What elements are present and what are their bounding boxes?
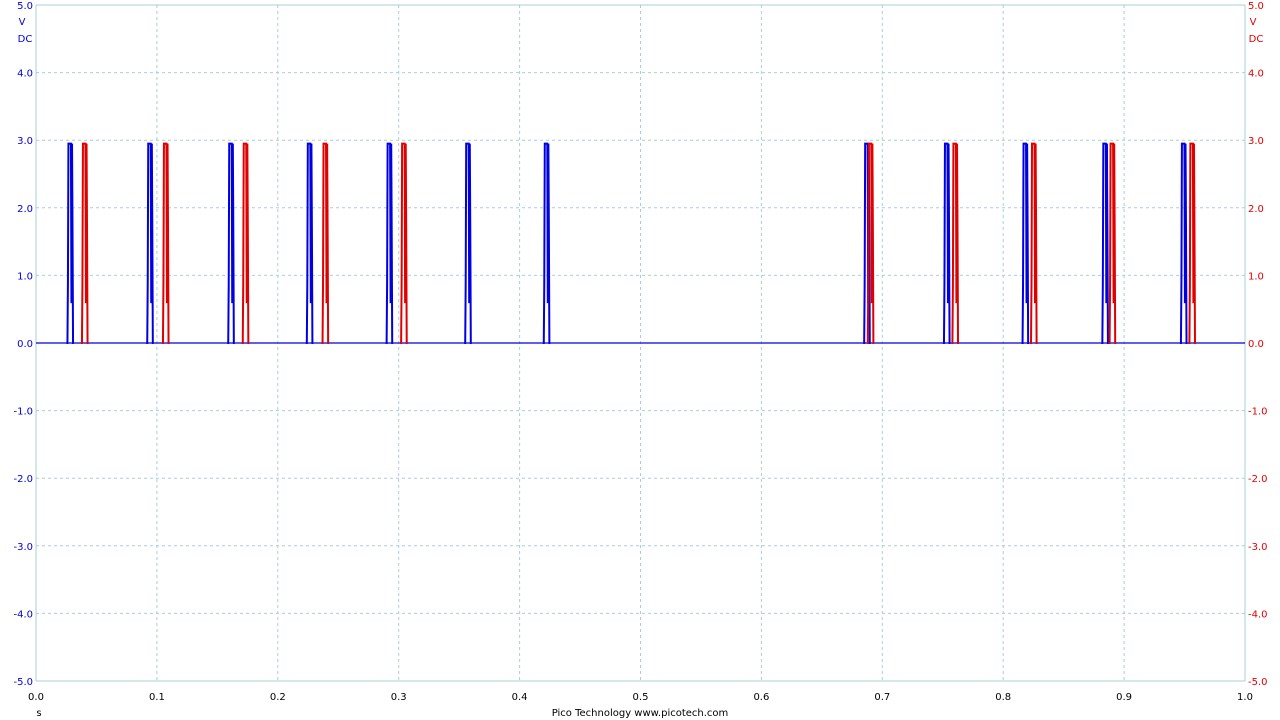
pulse-burst (66, 142, 75, 344)
pulse-burst (866, 142, 875, 344)
pulse-burst (227, 142, 235, 344)
right-y-tick-label: 1.0 (1248, 271, 1264, 282)
trace-left (36, 142, 1245, 344)
right-y-tick-label: 3.0 (1248, 136, 1264, 147)
x-tick-label: 0.9 (1116, 692, 1132, 703)
pulse-burst (1108, 142, 1117, 344)
x-tick-label: 0.5 (633, 692, 649, 703)
pulse-burst (1188, 142, 1196, 344)
left-y-tick-label: 4.0 (17, 69, 33, 80)
x-tick-label: 0.4 (512, 692, 528, 703)
pulse-burst (464, 142, 472, 344)
pulse-burst (1101, 142, 1109, 344)
pulse-burst (80, 142, 89, 344)
left-axis-coupling: DC (18, 34, 33, 45)
right-y-tick-label: -3.0 (1248, 542, 1268, 553)
right-y-tick-label: -4.0 (1248, 609, 1268, 620)
pulse-burst (1179, 142, 1188, 344)
x-tick-label: 0.7 (874, 692, 890, 703)
right-y-tick-label: 5.0 (1248, 1, 1264, 12)
pulse-burst (400, 142, 408, 344)
right-axis-unit: V (1250, 17, 1257, 28)
pulse-burst (146, 142, 154, 344)
right-axis-coupling: DC (1249, 34, 1264, 45)
left-y-tick-label: -3.0 (13, 542, 33, 553)
pulse-burst (1030, 142, 1038, 344)
right-y-tick-label: -5.0 (1248, 677, 1268, 688)
left-y-tick-label: 1.0 (17, 271, 33, 282)
left-y-tick-label: 5.0 (17, 1, 33, 12)
pulse-burst (305, 142, 314, 344)
x-tick-label: 0.6 (753, 692, 769, 703)
pulse-burst (161, 142, 170, 344)
right-y-tick-label: 0.0 (1248, 339, 1264, 350)
x-tick-label: 1.0 (1237, 692, 1253, 703)
left-y-tick-label: 3.0 (17, 136, 33, 147)
x-axis-unit: s (36, 708, 41, 719)
right-y-tick-label: -2.0 (1248, 474, 1268, 485)
pulse-burst (951, 142, 960, 344)
left-axis-unit: V (19, 17, 26, 28)
left-y-tick-label: -1.0 (13, 407, 33, 418)
footer-credit: Pico Technology www.picotech.com (552, 708, 729, 719)
trace-right (80, 142, 1196, 344)
right-y-tick-label: -1.0 (1248, 407, 1268, 418)
pulse-burst (321, 142, 330, 344)
x-tick-label: 0.1 (149, 692, 165, 703)
axis-labels: V DC V DC s Pico Technology www.picotech… (13, 1, 1267, 719)
traces (36, 142, 1245, 344)
x-tick-label: 0.2 (270, 692, 286, 703)
pulse-burst (542, 142, 551, 344)
pulse-burst (1021, 142, 1030, 344)
x-tick-label: 0.0 (28, 692, 44, 703)
right-y-tick-label: 4.0 (1248, 69, 1264, 80)
left-y-tick-label: -4.0 (13, 609, 33, 620)
left-y-tick-label: -2.0 (13, 474, 33, 485)
x-tick-label: 0.8 (995, 692, 1011, 703)
left-y-tick-label: 2.0 (17, 204, 33, 215)
pulse-burst (241, 142, 250, 344)
x-tick-label: 0.3 (391, 692, 407, 703)
pulse-burst (385, 142, 394, 344)
right-y-tick-label: 2.0 (1248, 204, 1264, 215)
left-y-tick-label: -5.0 (13, 677, 33, 688)
left-y-tick-label: 0.0 (17, 339, 33, 350)
pulse-burst (942, 142, 951, 344)
